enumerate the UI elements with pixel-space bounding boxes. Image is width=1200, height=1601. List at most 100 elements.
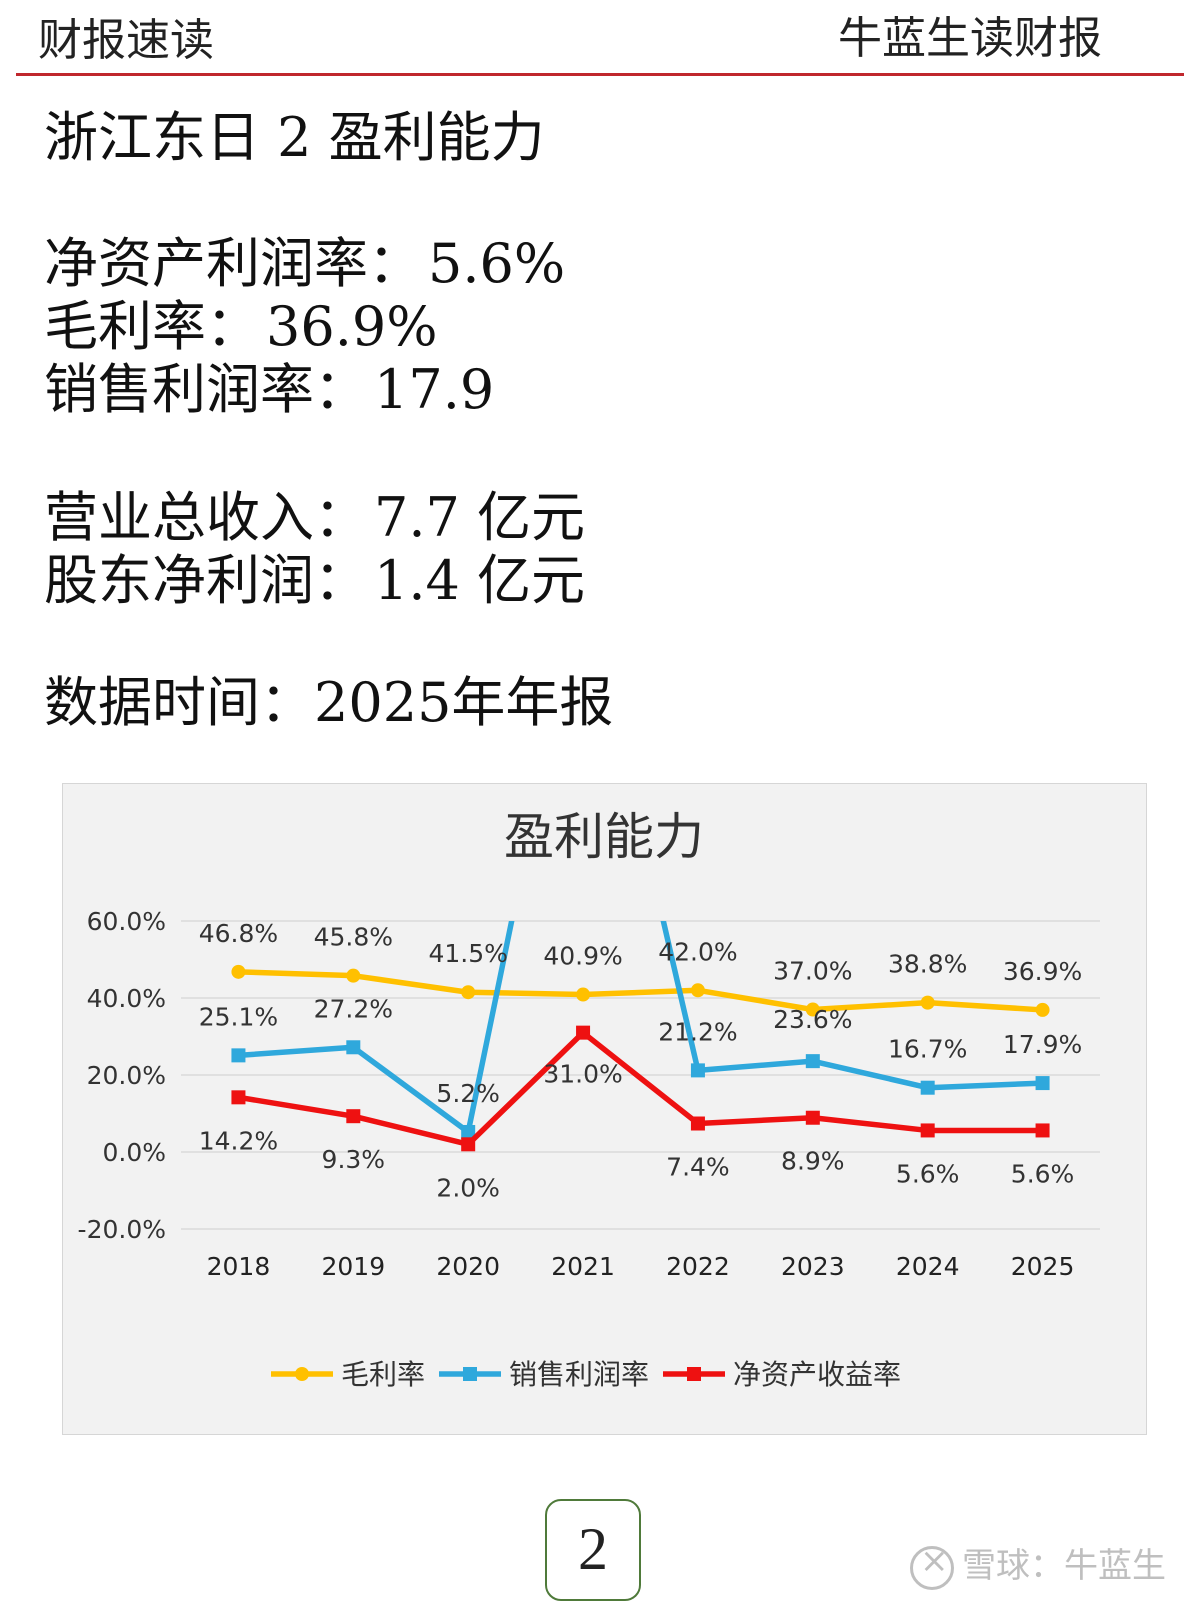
series-line (237, 1029, 1043, 1148)
data-label: 42.0% (658, 937, 737, 966)
data-label: 9.3% (322, 1145, 386, 1174)
data-label: 5.2% (436, 1079, 500, 1108)
data-point (461, 1137, 476, 1152)
data-point (346, 1040, 361, 1055)
total-label: 股东净利润： (44, 549, 368, 612)
data-label: 36.9% (1003, 957, 1082, 986)
metric-net-margin: 销售利润率： 17.9 (44, 358, 565, 421)
page-header: 财报速读 牛蓝生读财报 (0, 0, 1200, 80)
legend-marker (295, 1367, 309, 1381)
x-tick-label: 2025 (1011, 1252, 1075, 1281)
data-label: 38.8% (888, 950, 967, 979)
x-tick-label: 2020 (436, 1252, 500, 1281)
x-tick-label: 2022 (666, 1252, 730, 1281)
data-label: 37.0% (773, 957, 852, 986)
data-label: 31.0% (543, 1060, 622, 1089)
total-value: 1.4 亿元 (374, 549, 586, 612)
y-tick-label: 40.0% (87, 984, 166, 1013)
metric-label: 销售利润率： (44, 358, 368, 421)
series-1 (231, 921, 1050, 1139)
metric-gross-margin: 毛利率： 36.9% (44, 295, 565, 358)
legend-label: 毛利率 (341, 1358, 425, 1391)
data-label: 27.2% (314, 994, 393, 1023)
data-label: 14.2% (199, 1126, 278, 1155)
y-tick-label: 60.0% (87, 907, 166, 936)
x-tick-label: 2024 (896, 1252, 960, 1281)
data-label: 25.1% (199, 1002, 278, 1031)
y-tick-label: 0.0% (102, 1138, 166, 1167)
metric-value: 36.9% (266, 295, 438, 358)
data-label: 21.2% (658, 1017, 737, 1046)
y-tick-label: -20.0% (78, 1215, 166, 1244)
metric-roe: 净资产利润率： 5.6% (44, 232, 565, 295)
metric-label: 毛利率： (44, 295, 260, 358)
series-line (238, 921, 1043, 1135)
x-tick-label: 2018 (207, 1252, 271, 1281)
page-number: 2 (545, 1499, 641, 1601)
header-left-title: 财报速读 (38, 15, 214, 66)
total-net-profit: 股东净利润： 1.4 亿元 (44, 549, 585, 612)
y-tick-label: 20.0% (87, 1061, 166, 1090)
legend-marker (463, 1367, 477, 1381)
data-label: 2.0% (436, 1173, 500, 1202)
metric-label: 净资产利润率： (44, 232, 422, 295)
x-tick-label: 2023 (781, 1252, 845, 1281)
profitability-chart: 盈利能力 -20.0% 0.0% 20.0% 40.0% 60.0% 2018 2019 202… (62, 783, 1147, 1435)
chart-canvas: 盈利能力 -20.0% 0.0% 20.0% 40.0% 60.0% 2018 2019 202… (78, 808, 1100, 1391)
metric-value: 5.6% (428, 232, 566, 295)
data-label: 40.9% (543, 942, 622, 971)
snowball-logo-icon (910, 1541, 954, 1590)
watermark: 雪球：牛蓝生 (910, 1538, 1166, 1590)
totals-list: 营业总收入： 7.7 亿元 股东净利润： 1.4 亿元 (44, 486, 585, 612)
metrics-list: 净资产利润率： 5.6% 毛利率： 36.9% 销售利润率： 17.9 (44, 232, 565, 421)
data-point (805, 1054, 820, 1069)
legend-marker (687, 1367, 701, 1381)
metric-value: 17.9 (374, 358, 495, 421)
header-divider (16, 73, 1184, 76)
data-date: 数据时间：2025年年报 (44, 671, 613, 734)
data-label: 41.5% (428, 939, 507, 968)
data-point (920, 1080, 935, 1095)
data-point (1035, 1123, 1050, 1138)
data-label: 7.4% (666, 1153, 730, 1182)
legend-label: 销售利润率 (509, 1358, 649, 1391)
data-label: 46.8% (199, 919, 278, 948)
data-point (1035, 1002, 1050, 1017)
legend-label: 净资产收益率 (733, 1358, 901, 1391)
series-2 (231, 1025, 1050, 1152)
total-label: 营业总收入： (44, 486, 368, 549)
data-point (461, 985, 476, 1000)
data-point (690, 1116, 705, 1131)
data-point (690, 983, 705, 998)
report-title: 浙江东日 2 盈利能力 (44, 106, 545, 169)
data-point (805, 1110, 820, 1125)
date-label: 数据时间： (44, 671, 314, 734)
total-value: 7.7 亿元 (374, 486, 586, 549)
data-label: 5.6% (1011, 1159, 1075, 1188)
series-line (238, 969, 1043, 1013)
data-label: 16.7% (888, 1035, 967, 1064)
data-point (805, 1002, 820, 1017)
x-tick-label: 2021 (551, 1252, 615, 1281)
data-point (576, 987, 591, 1002)
data-point (231, 1090, 246, 1105)
data-point (346, 968, 361, 983)
header-right-title: 牛蓝生读财报 (838, 13, 1102, 64)
data-point (231, 964, 246, 979)
chart-title: 盈利能力 (504, 808, 704, 866)
data-point (576, 1025, 591, 1040)
data-point (231, 1048, 246, 1063)
data-label: 17.9% (1003, 1030, 1082, 1059)
data-point (920, 995, 935, 1010)
series-0 (231, 964, 1050, 1017)
data-label: 8.9% (781, 1147, 845, 1176)
data-point (690, 1063, 705, 1078)
date-value: 2025年年报 (314, 671, 614, 734)
data-label: 23.6% (773, 1005, 852, 1034)
watermark-text: 雪球：牛蓝生 (962, 1546, 1166, 1586)
data-point (1035, 1076, 1050, 1091)
x-tick-label: 2019 (322, 1252, 386, 1281)
data-label: 45.8% (314, 923, 393, 952)
data-point (346, 1109, 361, 1124)
data-label: 5.6% (896, 1159, 960, 1188)
